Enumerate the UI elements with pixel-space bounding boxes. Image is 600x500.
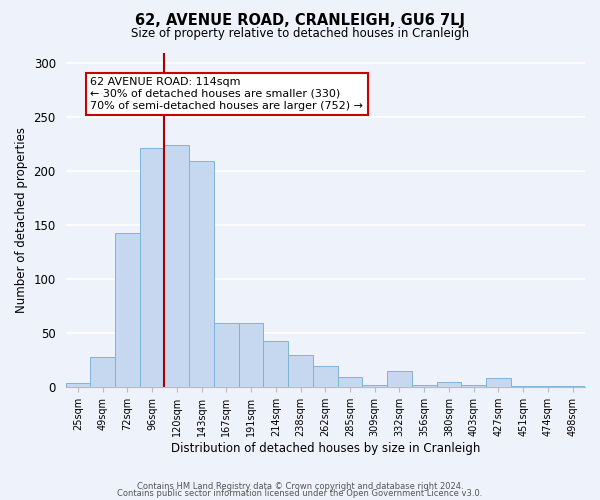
Text: 62 AVENUE ROAD: 114sqm
← 30% of detached houses are smaller (330)
70% of semi-de: 62 AVENUE ROAD: 114sqm ← 30% of detached… (90, 78, 363, 110)
Bar (214, 322, 239, 388)
Bar (313, 366, 338, 388)
Bar (486, 378, 511, 388)
Bar (338, 376, 362, 388)
Bar (387, 371, 412, 388)
Bar (461, 385, 486, 388)
X-axis label: Distribution of detached houses by size in Cranleigh: Distribution of detached houses by size … (170, 442, 480, 455)
Bar (511, 386, 536, 388)
Bar (288, 355, 313, 388)
Text: Size of property relative to detached houses in Cranleigh: Size of property relative to detached ho… (131, 28, 469, 40)
Bar (164, 146, 189, 388)
Bar (140, 148, 164, 388)
Bar (536, 386, 560, 388)
Bar (362, 385, 387, 388)
Text: Contains HM Land Registry data © Crown copyright and database right 2024.: Contains HM Land Registry data © Crown c… (137, 482, 463, 491)
Bar (560, 386, 585, 388)
Bar (412, 385, 437, 388)
Y-axis label: Number of detached properties: Number of detached properties (15, 127, 28, 313)
Text: 62, AVENUE ROAD, CRANLEIGH, GU6 7LJ: 62, AVENUE ROAD, CRANLEIGH, GU6 7LJ (135, 12, 465, 28)
Bar (90, 357, 115, 388)
Text: Contains public sector information licensed under the Open Government Licence v3: Contains public sector information licen… (118, 490, 482, 498)
Bar (189, 160, 214, 388)
Bar (65, 383, 90, 388)
Bar (263, 341, 288, 388)
Bar (115, 233, 140, 388)
Bar (239, 322, 263, 388)
Bar (437, 382, 461, 388)
